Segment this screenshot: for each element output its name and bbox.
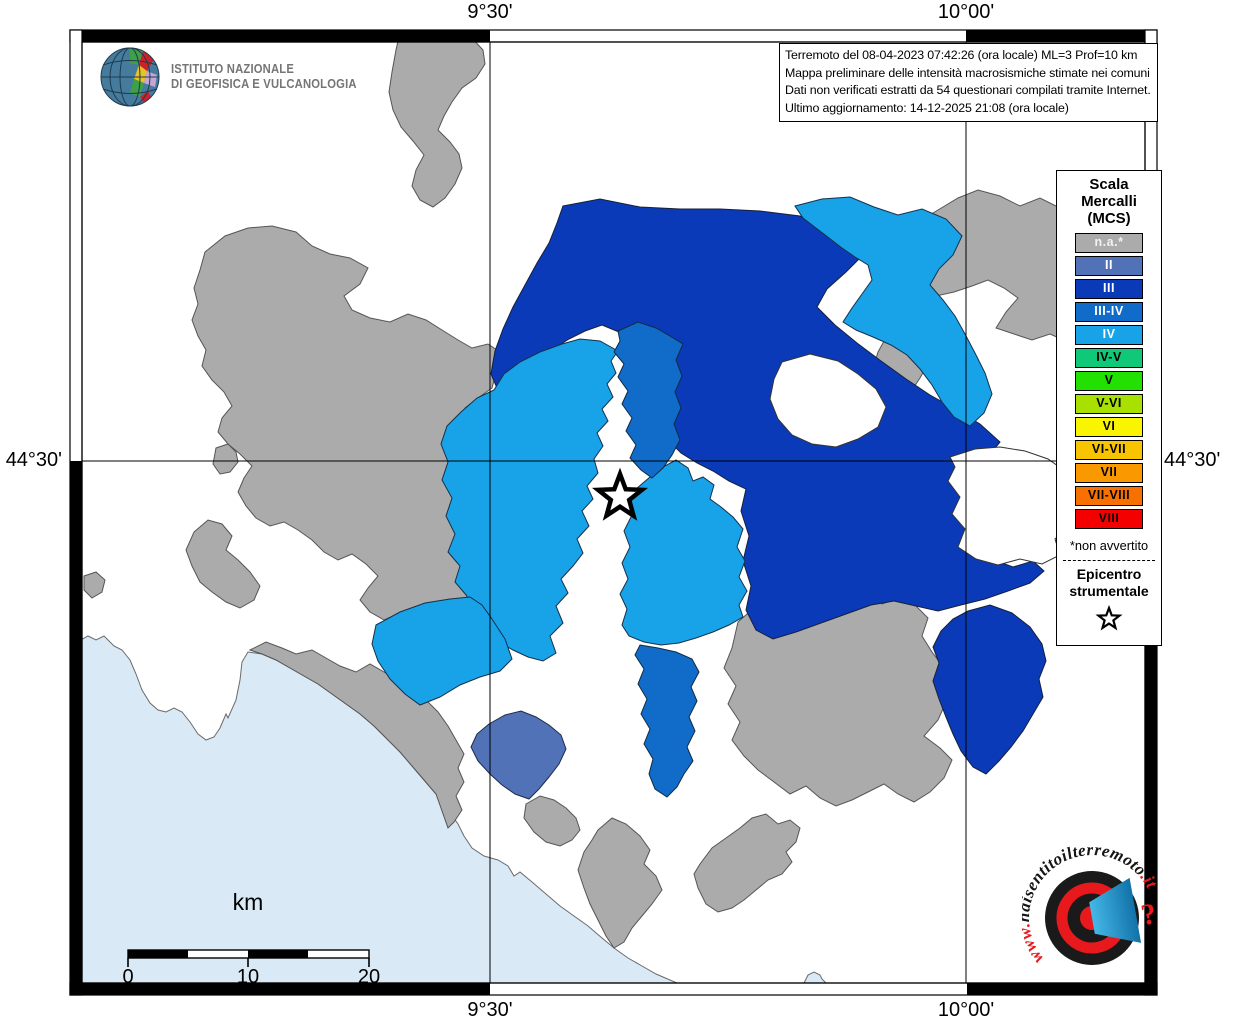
scale-tick-10: 10 [236, 966, 260, 988]
ingv-globe-icon [100, 47, 160, 107]
white-gap [769, 353, 887, 448]
municipality-intensity-IV [440, 338, 619, 662]
legend-swatch-VIII: VIII [1075, 509, 1143, 529]
legend-swatch-VII: VII [1075, 463, 1143, 483]
axis-label-right: 44°30' [1164, 449, 1221, 471]
axis-label-bottom-right: 10°00' [937, 999, 995, 1021]
municipality-intensity-III-IV [613, 321, 684, 479]
mercalli-legend: Scala Mercalli (MCS) n.a.* II III III-IV IV I… [1056, 170, 1162, 646]
legend-swatch-IV: IV [1075, 325, 1143, 345]
municipality-intensity-II [470, 710, 567, 800]
municipality-intensity-IV [794, 196, 993, 427]
legend-swatch-VII-VIII: VII-VIII [1075, 486, 1143, 506]
ingv-logo: ISTITUTO NAZIONALE DI GEOFISICA E VULCAN… [98, 45, 377, 109]
municipality-shape [83, 571, 106, 599]
info-line-event: Terremoto del 08-04-2023 07:42:26 (ora l… [785, 48, 1138, 62]
earthquake-info-box: Terremoto del 08-04-2023 07:42:26 (ora l… [779, 43, 1158, 123]
ingv-name-line2: DI GEOFISICA E VULCANOLOGIA [171, 77, 357, 91]
axis-label-bottom-left: 9°30' [467, 999, 513, 1021]
legend-swatch-VI: VI [1075, 417, 1143, 437]
legend-epicenter-label: Epicentro [1076, 566, 1142, 582]
axis-label-top-right: 10°00' [937, 1, 995, 23]
unrated-gaps [769, 353, 1073, 566]
legend-swatch-III-IV: III-IV [1075, 302, 1143, 322]
white-gap [947, 446, 1073, 566]
info-line-map: Mappa preliminare delle intensità macros… [785, 65, 1150, 80]
legend-swatch-IV-V: IV-V [1075, 348, 1143, 368]
info-line-updated: Ultimo aggiornamento: 14-12-2025 21:08 (… [785, 100, 1069, 115]
municipality-shape [212, 443, 239, 475]
municipality-shape [388, 42, 486, 208]
municipalities-intensity-IV [371, 196, 993, 706]
haisentito-logo: ? www.haisentitoilterremoto.it [1022, 838, 1163, 969]
municipality-shape [248, 641, 465, 829]
municipality-shape [523, 795, 581, 847]
info-line-data: Dati non verificati estratti da 54 quest… [785, 83, 1151, 98]
municipality-shape [693, 813, 801, 913]
municipalities-intensity-III-IV [613, 321, 700, 798]
municipality-intensity-IV [619, 459, 748, 646]
logo-question-mark: ? [1139, 897, 1160, 932]
legend-swatch-VI-VII: VI-VII [1075, 440, 1143, 460]
municipality-intensity-III [932, 604, 1047, 775]
municipality-intensity-III-IV [634, 644, 700, 798]
scale-tick-0: 0 [122, 966, 134, 988]
ingv-name-line1: ISTITUTO NAZIONALE [171, 62, 295, 76]
scale-tick-20: 20 [357, 966, 381, 988]
epicenter-star [591, 467, 649, 521]
legend-title: Scala Mercalli (MCS) [1081, 176, 1137, 227]
epicenter-star-icon [1095, 604, 1123, 631]
sea-inlet [803, 971, 827, 983]
legend-swatch-III: III [1075, 279, 1143, 299]
legend-separator [1063, 560, 1155, 561]
axis-label-top-left: 9°30' [467, 1, 513, 23]
municipality-shape [577, 817, 663, 949]
municipality-intensity-IV [371, 596, 513, 706]
scale-bar [127, 949, 370, 967]
legend-epicenter-label: strumentale [1069, 583, 1149, 599]
legend-swatch-V-VI: V-VI [1075, 394, 1143, 414]
legend-footnote: *non avvertito [1069, 538, 1149, 553]
graticule [82, 42, 1145, 983]
legend-swatch-V: V [1075, 371, 1143, 391]
logo-megaphone-icon [1089, 877, 1142, 943]
legend-swatch-na: n.a.* [1075, 233, 1143, 253]
legend-swatch-II: II [1075, 256, 1143, 276]
legend-swatch-list: n.a.* II III III-IV IV IV-V V V-VI VI VI-VII VII VI… [1057, 233, 1161, 529]
scale-bar-unit: km [232, 889, 264, 915]
municipality-shape [185, 519, 261, 609]
axis-label-left: 44°30' [5, 449, 62, 471]
